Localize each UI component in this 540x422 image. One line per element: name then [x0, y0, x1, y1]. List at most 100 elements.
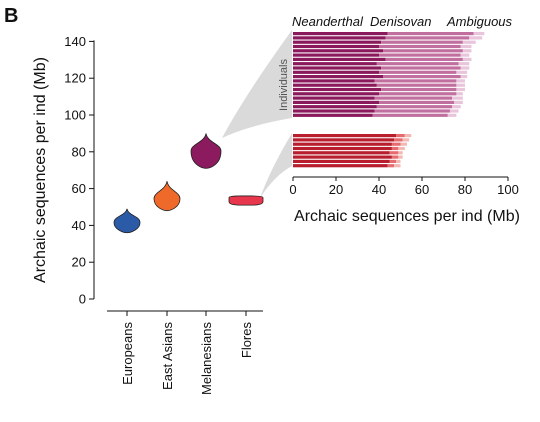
- bar-segment-neanderthal: [293, 66, 382, 70]
- stacked-bars: [293, 32, 485, 168]
- bar-segment-ambiguous: [449, 109, 459, 113]
- y-tick-label: 120: [64, 71, 86, 86]
- bar-segment-neanderthal: [293, 57, 386, 61]
- bar-x-axis-title: Archaic sequences per ind (Mb): [294, 208, 520, 225]
- bar-segment-neanderthal: [293, 105, 377, 109]
- bar-segment-ambiguous: [398, 151, 403, 155]
- bar-segment-ambiguous: [460, 44, 472, 49]
- bar-segment-neanderthal: [293, 49, 384, 53]
- bar-segment-denisovan: [389, 151, 399, 155]
- bar-segment-denisovan: [381, 40, 463, 44]
- bar-segment-denisovan: [381, 66, 461, 70]
- y-tick-label: 40: [72, 218, 86, 233]
- bar-segment-neanderthal: [293, 87, 382, 92]
- bar-segment-neanderthal: [293, 53, 379, 57]
- y-tick-label: 100: [64, 108, 86, 123]
- bar-segment-neanderthal: [293, 109, 375, 113]
- violin-y-axis-title: Archaic sequences per ind (Mb): [32, 57, 49, 283]
- bar-segment-neanderthal: [293, 44, 379, 49]
- y-tick-label: 80: [72, 144, 86, 159]
- violin-east_asians: [153, 181, 181, 212]
- bar-segment-denisovan: [394, 138, 403, 142]
- x-tick-label: 0: [289, 182, 296, 197]
- y-tick-label: 60: [72, 181, 86, 196]
- violin-flores: [228, 195, 264, 206]
- bar-segment-denisovan: [387, 32, 474, 36]
- bar-segment-denisovan: [385, 57, 463, 61]
- bar-segment-neanderthal: [293, 134, 397, 138]
- bar-segment-ambiguous: [460, 66, 470, 70]
- bar-segment-ambiguous: [456, 70, 468, 74]
- bar-segment-denisovan: [372, 113, 448, 117]
- bar-segment-neanderthal: [293, 62, 377, 66]
- bar-segment-denisovan: [376, 83, 457, 87]
- bar-segment-denisovan: [385, 36, 470, 40]
- bar-segment-neanderthal: [293, 146, 392, 151]
- bar-segment-ambiguous: [469, 36, 483, 40]
- bar-segment-denisovan: [391, 146, 399, 151]
- violin-plots: [113, 133, 264, 234]
- violin-x-axis: Europeans East Asians Melanesians Flores: [107, 310, 263, 395]
- callout-flores: [260, 133, 292, 198]
- bar-segment-neanderthal: [293, 151, 390, 155]
- bar-segment-denisovan: [389, 159, 397, 163]
- bar-segment-neanderthal: [293, 164, 388, 168]
- bar-segment-ambiguous: [400, 142, 407, 146]
- bar-segment-neanderthal: [293, 36, 386, 40]
- bar-segment-neanderthal: [293, 70, 379, 74]
- x-tick-label: 40: [372, 182, 386, 197]
- bar-segment-ambiguous: [398, 146, 405, 151]
- violin-y-axis: 0 20 40 60 80 100 120 140: [64, 34, 95, 307]
- bar-segment-ambiguous: [452, 105, 461, 109]
- bar-segment-ambiguous: [456, 79, 465, 83]
- bar-segment-neanderthal: [293, 40, 382, 44]
- bar-segment-denisovan: [376, 62, 459, 66]
- bar-segment-neanderthal: [293, 79, 375, 83]
- bar-segment-ambiguous: [460, 53, 470, 57]
- callout-wedges: [222, 30, 292, 198]
- bar-segment-ambiguous: [398, 155, 403, 159]
- bar-segment-neanderthal: [293, 113, 373, 117]
- bar-segment-denisovan: [379, 44, 461, 49]
- bar-segment-ambiguous: [454, 100, 463, 104]
- bar-legend: Neanderthal Denisovan Ambiguous: [292, 14, 513, 29]
- x-tick-label: 20: [329, 182, 343, 197]
- bar-segment-neanderthal: [293, 142, 392, 146]
- panel-label: B: [4, 5, 18, 27]
- bar-segment-neanderthal: [293, 83, 377, 87]
- bar-segment-neanderthal: [293, 138, 395, 142]
- bar-segment-ambiguous: [462, 40, 476, 44]
- x-tick-label: East Asians: [160, 322, 175, 390]
- legend-denisovan: Denisovan: [370, 14, 431, 29]
- y-tick-label: 0: [79, 292, 86, 307]
- bar-segment-ambiguous: [456, 83, 465, 87]
- legend-ambiguous: Ambiguous: [446, 14, 513, 29]
- bar-segment-ambiguous: [396, 159, 401, 163]
- bar-segment-neanderthal: [293, 32, 388, 36]
- x-tick-label: Europeans: [120, 322, 135, 385]
- x-tick-label: 100: [497, 182, 519, 197]
- bar-segment-neanderthal: [293, 75, 384, 79]
- bar-segment-denisovan: [374, 79, 457, 83]
- bar-segment-denisovan: [374, 109, 450, 113]
- bar-segment-ambiguous: [462, 57, 472, 61]
- y-tick-label: 140: [64, 34, 86, 49]
- x-tick-label: Flores: [239, 322, 254, 359]
- bar-segment-neanderthal: [293, 96, 375, 100]
- bar-segment-denisovan: [379, 70, 457, 74]
- bar-x-axis: 0 20 40 60 80 100: [289, 176, 519, 197]
- bar-segment-denisovan: [379, 53, 461, 57]
- bar-segment-ambiguous: [452, 96, 463, 100]
- bar-segment-denisovan: [376, 105, 453, 109]
- bar-segment-ambiguous: [473, 32, 485, 36]
- x-tick-label: Melanesians: [199, 322, 214, 395]
- callout-melanesians: [222, 30, 292, 138]
- bar-segment-denisovan: [383, 75, 461, 79]
- bar-segment-neanderthal: [293, 159, 390, 163]
- bar-segment-denisovan: [379, 100, 455, 104]
- bar-segment-ambiguous: [462, 49, 472, 53]
- bar-segment-denisovan: [383, 49, 463, 53]
- x-tick-label: 60: [415, 182, 429, 197]
- bar-segment-denisovan: [381, 87, 457, 92]
